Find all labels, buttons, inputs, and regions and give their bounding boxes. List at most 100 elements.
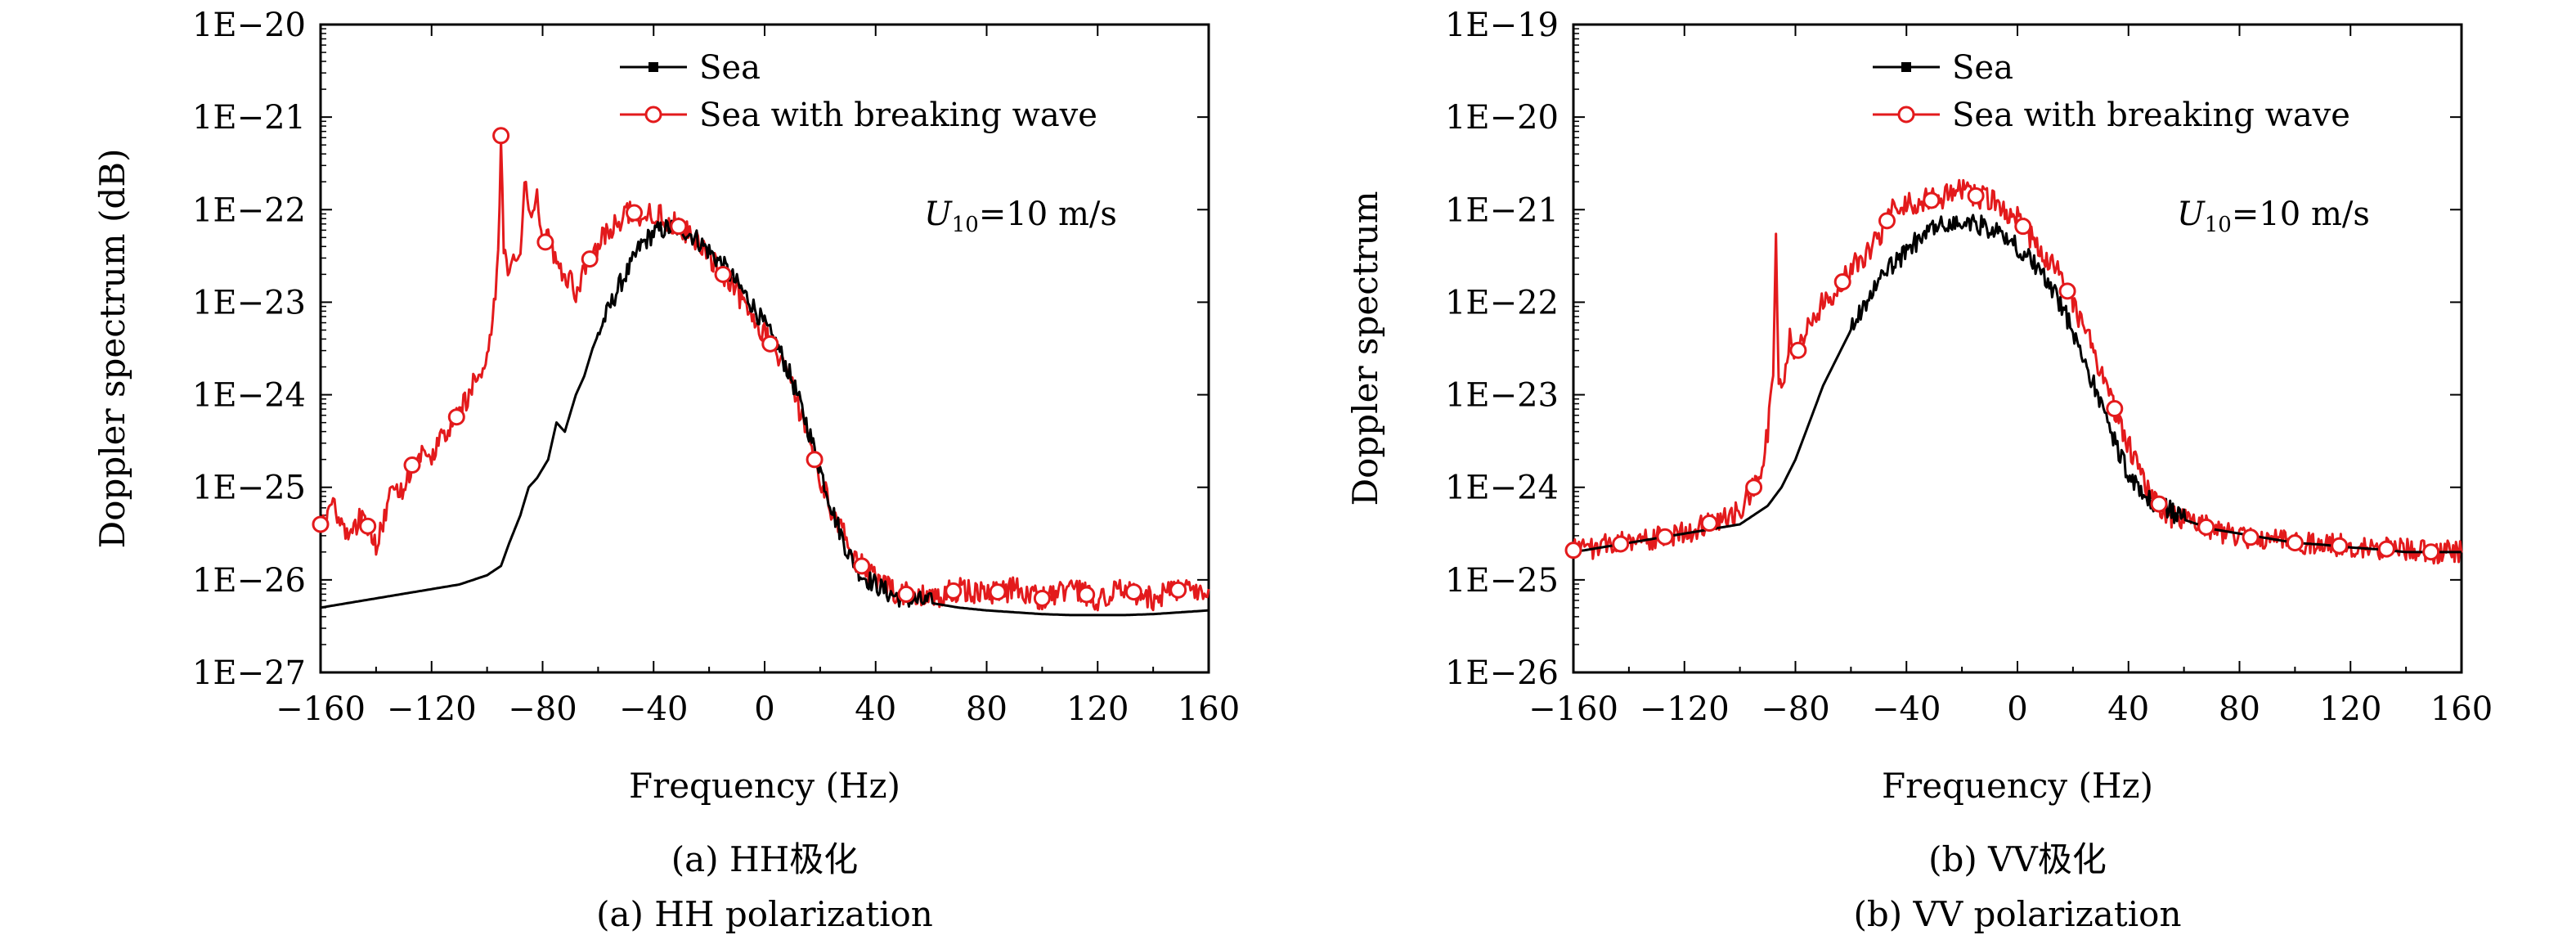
breaking-wave-marker (1033, 589, 1051, 607)
y-tick-label: 1E−26 (1445, 654, 1559, 692)
x-tick-label: 0 (754, 690, 774, 728)
breaking-wave-marker (853, 557, 871, 575)
breaking-wave-marker (581, 250, 599, 268)
breaking-wave-marker (492, 127, 510, 145)
panel-b-wind-annotation: U10=10 m/s (2177, 196, 2370, 237)
breaking-wave-marker (312, 515, 330, 533)
panel-a-caption-cn: (a) HH极化 (671, 839, 858, 879)
panel-b-x-axis-label: Frequency (Hz) (1882, 766, 2153, 806)
x-tick-label: 160 (1178, 690, 1240, 728)
x-tick-label: −80 (1761, 690, 1829, 728)
panel-b-legend-sea-marker (1901, 62, 1911, 72)
breaking-wave-marker (1564, 542, 1582, 560)
series-breaking-wave-line (1572, 178, 2463, 565)
breaking-wave-marker (2331, 537, 2349, 555)
breaking-wave-marker (1612, 535, 1630, 553)
y-tick-label: 1E−24 (192, 377, 306, 415)
panel-a-legend: Sea Sea with breaking wave (620, 49, 1097, 134)
panel-a-x-axis-label: Frequency (Hz) (629, 766, 900, 806)
y-tick-label: 1E−19 (1445, 7, 1559, 44)
series-sea-line (1573, 214, 2462, 554)
breaking-wave-marker (714, 265, 732, 283)
y-tick-label: 1E−22 (192, 191, 306, 229)
x-tick-label: 0 (2007, 690, 2027, 728)
x-tick-label: −80 (508, 690, 577, 728)
panel-b-markers (1564, 187, 2440, 561)
breaking-wave-marker (1656, 528, 1674, 546)
breaking-wave-marker (1923, 191, 1941, 209)
breaking-wave-marker (2197, 518, 2215, 536)
panel-b-legend: Sea Sea with breaking wave (1873, 49, 2350, 134)
panel-b-caption-cn: (b) VV极化 (1928, 839, 2107, 879)
x-tick-label: 80 (966, 690, 1008, 728)
breaking-wave-marker (2286, 534, 2304, 552)
breaking-wave-marker (1700, 515, 1718, 533)
breaking-wave-marker (2106, 400, 2124, 418)
breaking-wave-marker (2058, 282, 2076, 300)
x-tick-label: 160 (2430, 690, 2493, 728)
breaking-wave-marker (447, 408, 465, 426)
panel-b-series (1572, 178, 2463, 565)
y-tick-label: 1E−24 (1445, 470, 1559, 507)
panel-a-ticks: −160 −120 −80 −40 0 40 80 120 160 1E−27 1E−26 1E−25… (192, 7, 1240, 728)
y-tick-label: 1E−21 (192, 99, 306, 137)
breaking-wave-marker (403, 456, 421, 474)
panel-b-caption-en: (b) VV polarization (1854, 894, 2182, 934)
panel-a-legend-breaking-marker (644, 106, 662, 124)
panel-b-legend-sea-label: Sea (1952, 49, 2013, 87)
breaking-wave-marker (897, 585, 915, 603)
breaking-wave-marker (2422, 543, 2440, 561)
panel-a-legend-breaking-label: Sea with breaking wave (699, 97, 1097, 134)
panel-a-legend-sea-marker (648, 62, 658, 72)
breaking-wave-marker (945, 582, 963, 600)
y-tick-label: 1E−21 (1445, 191, 1559, 229)
panel-b-vv-polarization: −160 −120 −80 −40 0 40 80 120 160 1E−26 1E−25 1E−24… (1345, 7, 2493, 934)
panel-a-markers (312, 127, 1187, 607)
breaking-wave-marker (2150, 495, 2168, 513)
breaking-wave-marker (761, 335, 779, 353)
breaking-wave-marker (1124, 583, 1142, 601)
breaking-wave-marker (2377, 540, 2395, 558)
x-tick-label: −160 (1528, 690, 1618, 728)
breaking-wave-marker (2242, 528, 2260, 546)
breaking-wave-marker (1878, 212, 1896, 230)
panel-a-hh-polarization: −160 −120 −80 −40 0 40 80 120 160 1E−27 1E−26 1E−25… (92, 7, 1240, 934)
breaking-wave-marker (806, 451, 824, 469)
y-tick-label: 1E−20 (1445, 99, 1559, 137)
panel-b-legend-breaking-marker (1897, 106, 1915, 124)
y-tick-label: 1E−25 (1445, 562, 1559, 600)
breaking-wave-marker (1078, 586, 1096, 604)
x-tick-label: 80 (2219, 690, 2260, 728)
x-tick-label: 40 (2107, 690, 2149, 728)
panel-b-legend-breaking-label: Sea with breaking wave (1952, 97, 2350, 134)
panel-a-series (319, 139, 1210, 617)
panel-b-y-axis-label: Doppler spectrum (1345, 191, 1385, 506)
breaking-wave-marker (989, 583, 1007, 601)
x-tick-label: 40 (855, 690, 896, 728)
breaking-wave-marker (359, 517, 377, 535)
y-tick-label: 1E−22 (1445, 284, 1559, 321)
x-tick-label: −120 (387, 690, 477, 728)
x-tick-label: 120 (1066, 690, 1129, 728)
breaking-wave-marker (2014, 218, 2032, 236)
x-tick-label: 120 (2319, 690, 2381, 728)
panel-a-legend-sea-label: Sea (699, 49, 761, 87)
breaking-wave-marker (670, 218, 688, 236)
panel-a-caption-en: (a) HH polarization (596, 894, 933, 934)
breaking-wave-marker (1967, 187, 1985, 205)
y-tick-label: 1E−23 (1445, 377, 1559, 415)
panel-b-ticks: −160 −120 −80 −40 0 40 80 120 160 1E−26 1E−25 1E−24… (1445, 7, 2493, 728)
y-tick-label: 1E−23 (192, 284, 306, 321)
panel-a-wind-annotation: U10=10 m/s (924, 196, 1117, 237)
breaking-wave-marker (1745, 479, 1763, 497)
x-tick-label: −40 (619, 690, 688, 728)
y-tick-label: 1E−25 (192, 470, 306, 507)
y-tick-label: 1E−26 (192, 562, 306, 600)
breaking-wave-marker (1169, 581, 1187, 599)
series-sea-line (320, 218, 1209, 617)
breaking-wave-marker (1789, 341, 1807, 359)
breaking-wave-marker (625, 204, 643, 222)
x-tick-label: −160 (276, 690, 366, 728)
y-tick-label: 1E−27 (192, 654, 306, 692)
